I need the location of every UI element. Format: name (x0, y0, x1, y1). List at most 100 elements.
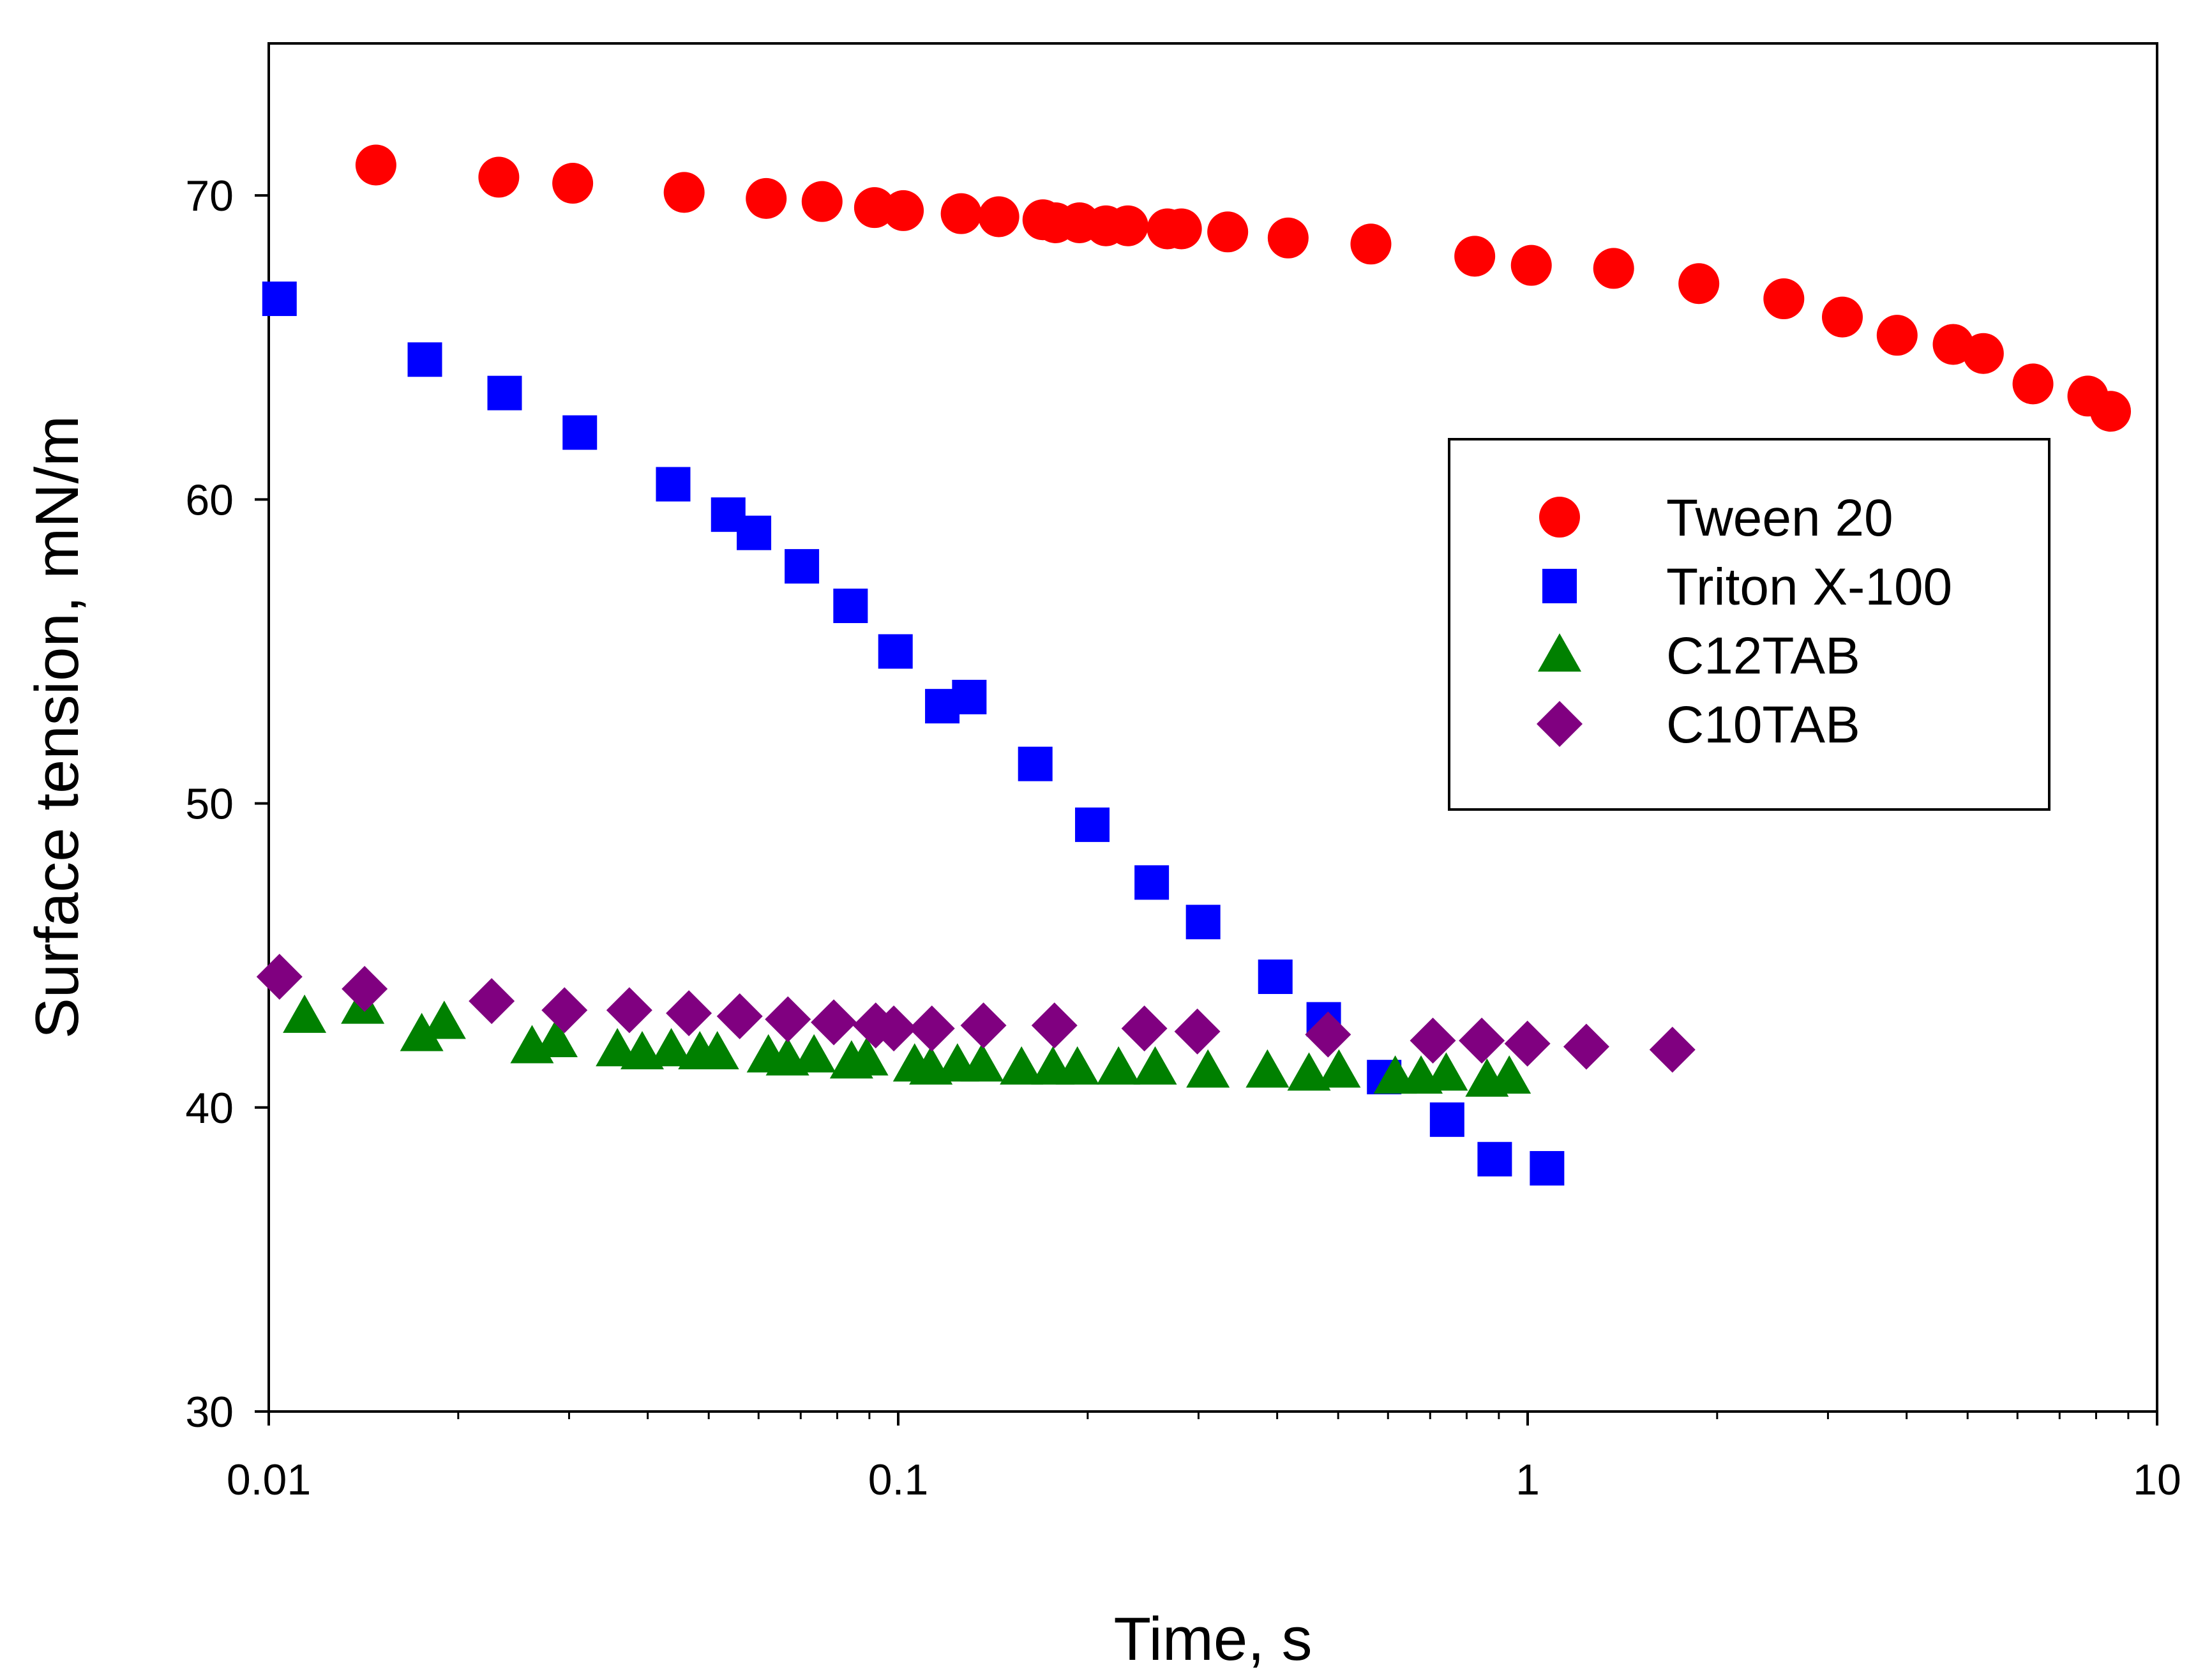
x-axis-title: Time, s (1113, 1605, 1312, 1673)
data-point (952, 679, 987, 714)
data-point (1161, 208, 1202, 250)
data-point (1459, 1018, 1505, 1064)
data-point (355, 144, 396, 186)
data-point (606, 987, 652, 1034)
legend-label: C12TAB (1666, 627, 1860, 685)
data-point (1055, 1046, 1099, 1085)
data-point (1530, 1151, 1565, 1186)
data-point (1350, 223, 1392, 265)
legend-label: C10TAB (1666, 696, 1860, 754)
data-point (1410, 1018, 1456, 1064)
series-c10tab (256, 954, 1696, 1073)
x-tick-label: 0.1 (868, 1456, 929, 1504)
y-tick-label: 50 (185, 780, 234, 829)
data-point (765, 996, 811, 1043)
legend-label: Triton X-100 (1666, 558, 1952, 616)
data-point (960, 1002, 1007, 1049)
data-point (1504, 1020, 1551, 1067)
data-point (487, 375, 522, 410)
data-point (1075, 807, 1110, 842)
data-point (1000, 1046, 1044, 1085)
legend-marker (1539, 497, 1580, 538)
x-tick-label: 10 (2133, 1456, 2181, 1504)
data-point (1185, 905, 1221, 940)
y-axis-title: Surface tension, mN/m (23, 416, 91, 1039)
data-point (1678, 263, 1720, 305)
data-point (785, 549, 820, 584)
data-point (1121, 1005, 1168, 1051)
legend-marker (1538, 633, 1581, 672)
data-point (666, 990, 712, 1037)
data-point (478, 156, 520, 198)
data-point (833, 589, 868, 624)
data-point (1649, 1027, 1696, 1073)
data-point (534, 1019, 578, 1058)
legend: Tween 20 Triton X-100 C12TAB C10TAB (1448, 438, 2050, 811)
data-point (1763, 278, 1805, 320)
data-point (2090, 391, 2132, 432)
data-point (562, 415, 598, 450)
legend-marker (1542, 569, 1577, 603)
data-point (1876, 315, 1918, 356)
data-point (746, 177, 787, 219)
data-point (1133, 1046, 1177, 1085)
axis-ticks: 0.01 0.1 1 10 30 40 50 60 70 (185, 172, 2181, 1504)
y-tick-label: 70 (185, 172, 234, 220)
data-point (801, 181, 843, 222)
data-point (656, 467, 691, 502)
data-point (469, 978, 515, 1025)
data-point (908, 1005, 955, 1051)
data-point (737, 515, 772, 550)
data-point (649, 1028, 693, 1067)
x-tick-label: 0.01 (227, 1456, 311, 1504)
data-point (878, 634, 913, 669)
y-tick-label: 60 (185, 476, 234, 524)
data-point (256, 954, 303, 1000)
data-point (1174, 1008, 1221, 1055)
data-point (1267, 217, 1309, 259)
data-point (1031, 1002, 1078, 1049)
data-point (1593, 248, 1634, 289)
data-point (1107, 205, 1148, 246)
data-point (541, 987, 588, 1034)
data-point (716, 993, 763, 1039)
series-tween-20 (355, 144, 2132, 432)
data-point (1821, 296, 1863, 338)
legend-label: Tween 20 (1666, 489, 1893, 547)
data-point (940, 193, 982, 234)
legend-marker (1537, 701, 1583, 747)
data-point (620, 1031, 664, 1070)
plot-frame (267, 42, 2158, 1413)
data-point (845, 1037, 889, 1076)
data-point (1258, 960, 1293, 995)
data-point (1134, 865, 1170, 900)
data-point (342, 966, 388, 1013)
y-tick-label: 30 (185, 1388, 234, 1436)
data-point (960, 1043, 1004, 1082)
data-point (792, 1034, 836, 1073)
data-point (1454, 236, 1496, 277)
data-point (1317, 1049, 1361, 1088)
data-point (1245, 1049, 1290, 1088)
data-point (1207, 211, 1249, 253)
data-point (871, 1005, 917, 1051)
data-point (1563, 1023, 1609, 1070)
data-point (283, 994, 327, 1033)
data-point (552, 163, 594, 204)
data-point (1424, 1052, 1468, 1091)
data-point (695, 1031, 739, 1070)
data-point (1186, 1049, 1230, 1088)
data-point (1429, 1102, 1464, 1137)
data-point (1477, 1141, 1512, 1177)
data-point (422, 1000, 466, 1039)
data-point (978, 196, 1019, 237)
data-point (1305, 1011, 1351, 1058)
data-point (407, 342, 442, 377)
data-point (2012, 363, 2054, 405)
x-tick-label: 1 (1516, 1456, 1540, 1504)
y-tick-label: 40 (185, 1084, 234, 1133)
data-point (1097, 1046, 1141, 1085)
data-point (1487, 1055, 1531, 1094)
data-markers (256, 144, 2132, 1186)
